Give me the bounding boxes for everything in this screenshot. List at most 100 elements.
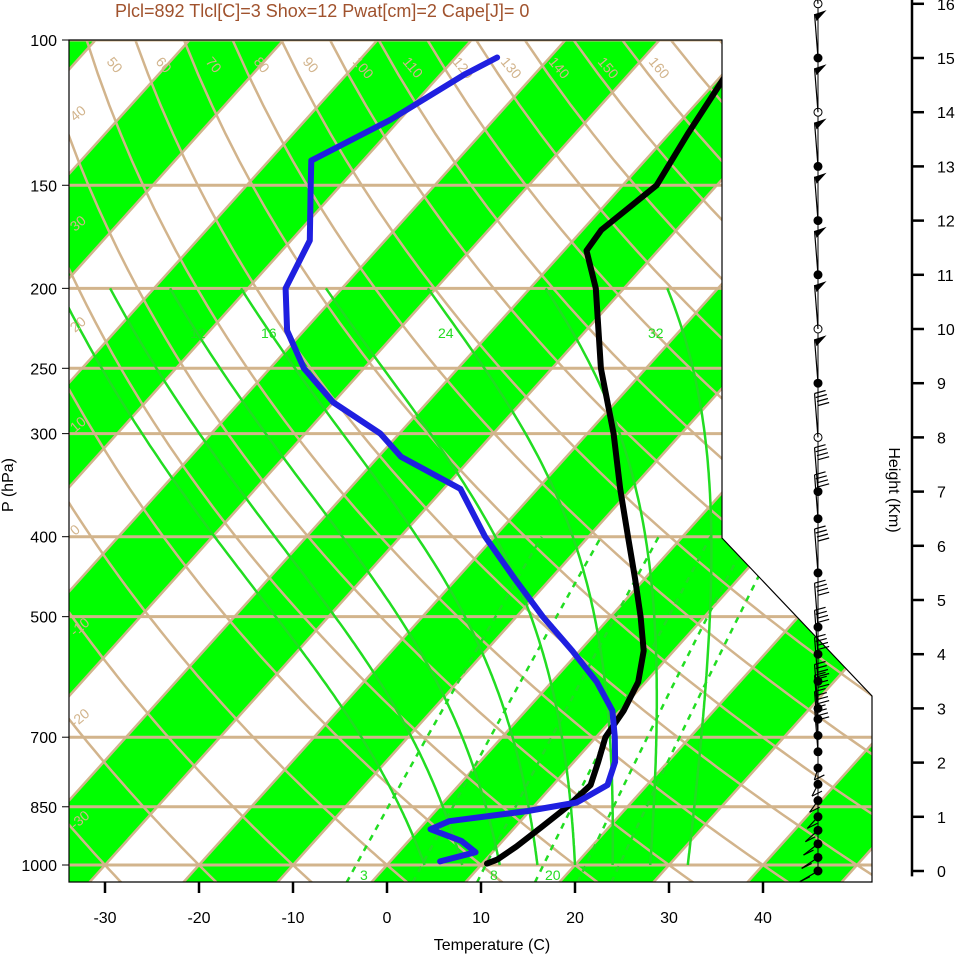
pressure-tick-label: 850 bbox=[30, 800, 57, 817]
wind-barb-staff bbox=[813, 285, 819, 330]
dry-adiabat bbox=[69, 40, 132, 882]
x-tick-label: -30 bbox=[93, 910, 116, 927]
wind-barb-staff bbox=[813, 14, 819, 59]
x-tick-label: 0 bbox=[383, 910, 392, 927]
wind-barb-pennant bbox=[814, 226, 827, 238]
wind-barb-feather bbox=[817, 672, 830, 678]
height-tick-label: 11 bbox=[937, 268, 954, 285]
moist-adiabat-label: 24 bbox=[438, 325, 454, 341]
wind-barb-feather bbox=[807, 822, 818, 829]
wind-barb-feather bbox=[817, 483, 830, 488]
isotherm-band bbox=[69, 40, 472, 882]
height-tick-label: 13 bbox=[937, 159, 955, 176]
mixing-ratio-line bbox=[576, 536, 750, 882]
x-tick-label: -10 bbox=[281, 910, 304, 927]
isotherm-line bbox=[267, 40, 872, 882]
wind-barb-feather bbox=[817, 618, 830, 623]
wind-barb-staff bbox=[813, 393, 819, 438]
wind-barb-feather bbox=[815, 610, 827, 615]
wind-barb-feather bbox=[816, 452, 829, 457]
plot-frame bbox=[68, 39, 873, 883]
sounding-series bbox=[282, 54, 730, 867]
wind-barb-feather bbox=[817, 591, 830, 596]
wind-barb-staff bbox=[813, 767, 819, 781]
height-tick-label: 0 bbox=[937, 864, 946, 881]
height-tick-label: 3 bbox=[937, 701, 946, 718]
wind-barb-feather bbox=[814, 579, 826, 584]
height-tick-label: 1 bbox=[937, 810, 946, 827]
wind-barb-pennant bbox=[814, 64, 827, 76]
isotherm-line bbox=[79, 40, 849, 882]
isotherm-band bbox=[738, 40, 872, 882]
height-tick-label: 4 bbox=[937, 647, 946, 664]
moist-adiabat bbox=[324, 287, 577, 866]
isotherm-edge-label: 0 bbox=[719, 463, 735, 480]
wind-barb-feather bbox=[814, 774, 825, 781]
height-tick-label: 14 bbox=[937, 105, 955, 122]
dry-adiabat-label: 50 bbox=[104, 54, 126, 76]
wind-barb-staff bbox=[813, 474, 819, 519]
height-tick-label: 15 bbox=[937, 51, 955, 68]
isotherm-edge-label: 40 bbox=[67, 102, 89, 124]
wind-barb-feather bbox=[816, 587, 829, 592]
isotherm-line bbox=[69, 40, 661, 882]
height-tick-label: 2 bbox=[937, 756, 946, 773]
wind-barb-feather bbox=[816, 397, 829, 403]
wind-barb-feather bbox=[816, 696, 829, 701]
moist-adiabat bbox=[426, 287, 615, 865]
moist-adiabats bbox=[69, 287, 713, 866]
wind-barb-staff bbox=[813, 447, 819, 492]
wind-barb-staff bbox=[806, 816, 819, 829]
pressure-tick-label: 100 bbox=[30, 33, 57, 50]
wind-barb-staff bbox=[813, 176, 819, 221]
wind-barb-feather bbox=[816, 641, 829, 646]
pressure-tick-label: 250 bbox=[30, 361, 57, 378]
wind-barb-staff bbox=[813, 230, 819, 275]
wind-barb-feather bbox=[803, 849, 814, 856]
wind-barb-staff bbox=[813, 528, 819, 573]
wind-barb-feather bbox=[809, 806, 820, 813]
isotherm-line bbox=[69, 40, 285, 882]
wind-barb-staff bbox=[813, 610, 819, 655]
height-tick-label: 5 bbox=[937, 593, 946, 610]
x-tick-label: 40 bbox=[754, 910, 772, 927]
pressure-tick-label: 200 bbox=[30, 281, 57, 298]
isotherm-band bbox=[69, 40, 660, 882]
wind-barb-feather bbox=[801, 862, 812, 869]
wind-barb-column bbox=[799, 0, 830, 883]
wind-barb-feather bbox=[816, 668, 829, 674]
wind-barb-staff bbox=[813, 583, 819, 628]
wind-barb-feather bbox=[799, 876, 811, 883]
x-tick-label: -20 bbox=[187, 910, 210, 927]
wind-barb-feather bbox=[815, 583, 827, 588]
dry-adiabat bbox=[69, 40, 709, 882]
wind-barb-feather bbox=[816, 614, 829, 619]
height-tick-label: 9 bbox=[937, 376, 946, 393]
wind-barb-pennant bbox=[814, 335, 827, 347]
dry-adiabat bbox=[134, 40, 872, 882]
wind-barb-feather bbox=[814, 444, 826, 449]
dry-adiabat bbox=[69, 40, 325, 882]
moist-adiabat bbox=[69, 287, 426, 866]
moist-adiabat-label: 12 bbox=[190, 325, 206, 341]
dry-adiabat-label: 90 bbox=[300, 54, 322, 76]
wind-barb-feather bbox=[817, 537, 830, 542]
wind-barb-feather bbox=[815, 529, 827, 534]
dry-adiabat bbox=[69, 40, 421, 882]
mixing-ratio-line bbox=[475, 536, 660, 882]
wind-barb-feather bbox=[814, 671, 826, 676]
dry-adiabat bbox=[280, 40, 872, 882]
pressure-tick-label: 1000 bbox=[21, 858, 57, 875]
moist-adiabat-label: 16 bbox=[261, 325, 277, 341]
x-tick-label: 20 bbox=[566, 910, 584, 927]
dry-adiabat bbox=[328, 40, 872, 882]
temperature-axis: -30 -20 -10 0 10 20 30 40 bbox=[93, 881, 772, 927]
wind-barb-feather bbox=[815, 692, 827, 697]
wind-barb-staff bbox=[813, 122, 819, 167]
wind-barb-pennant bbox=[814, 281, 827, 293]
isotherm-line bbox=[69, 40, 473, 882]
wind-barb-feather bbox=[817, 456, 830, 461]
wind-barb-staff bbox=[809, 800, 819, 813]
wind-barb-feather bbox=[811, 790, 823, 797]
